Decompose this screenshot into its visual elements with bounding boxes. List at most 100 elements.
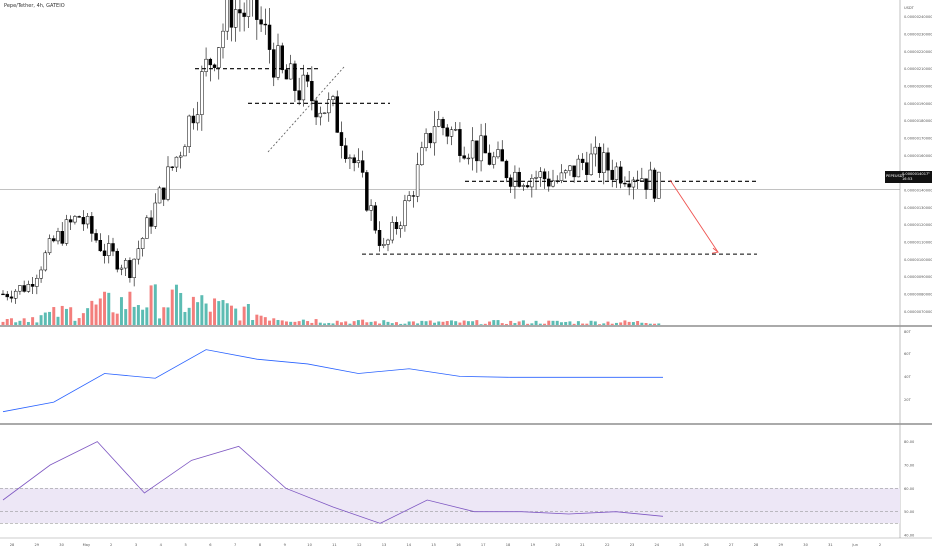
- candle-bull: [521, 185, 526, 187]
- candle-bull: [538, 171, 543, 178]
- candle-bull: [496, 149, 500, 158]
- candle-bear: [487, 152, 492, 165]
- candle-bear: [542, 171, 547, 180]
- candle-bull: [145, 217, 149, 239]
- volume-bar: [466, 321, 470, 325]
- volume-bar: [323, 323, 327, 325]
- time-axis-label: 24: [655, 543, 660, 547]
- volume-bar: [445, 321, 449, 325]
- candle-bear: [525, 185, 530, 188]
- candle-bull: [183, 146, 187, 157]
- volume-bar: [149, 285, 153, 325]
- candle-bull: [390, 222, 394, 241]
- volume-bar: [488, 321, 492, 325]
- candle-bear: [428, 133, 433, 144]
- candle-bull: [348, 157, 352, 159]
- volume-bar: [471, 321, 475, 325]
- candle-bear: [263, 23, 268, 26]
- candle-bull: [73, 216, 77, 223]
- candle-bear: [441, 119, 445, 129]
- volume-bar: [183, 311, 187, 325]
- volume-bar: [399, 323, 403, 325]
- candle-bull: [568, 165, 572, 171]
- volume-bar: [416, 323, 420, 325]
- volume-bar: [458, 322, 462, 325]
- volume-bar: [365, 322, 369, 325]
- candle-bear: [580, 158, 585, 163]
- candle-bear: [508, 177, 513, 187]
- candle-bear: [352, 157, 356, 164]
- volume-bar: [543, 323, 547, 325]
- candle-bear: [644, 178, 648, 190]
- candle-bull: [39, 269, 43, 279]
- candle-bull: [593, 146, 598, 155]
- volume-bar: [60, 305, 64, 325]
- volume-bar: [268, 320, 272, 325]
- volume-bar: [614, 322, 618, 325]
- volume-bar: [242, 306, 246, 325]
- candle-bear: [610, 169, 614, 180]
- volume-bar: [318, 322, 322, 325]
- volume-bar: [657, 323, 661, 325]
- volume-bar: [509, 320, 513, 325]
- time-axis-label: 17: [481, 543, 486, 547]
- volume-bar: [301, 319, 305, 325]
- time-axis-label: 6: [209, 543, 212, 547]
- candlesticks: [1, 0, 661, 304]
- price-axis-label: 0.000001700000: [904, 137, 932, 141]
- volume-bar: [394, 322, 398, 325]
- candle-bull: [195, 114, 200, 124]
- volume-bar: [158, 318, 162, 325]
- price-axis-label: 0.000000900000: [904, 275, 932, 279]
- chart-title: Pepe/Tether, 4h, GATEIO: [4, 3, 65, 9]
- rsi-axis-label: 80.00: [904, 440, 915, 444]
- volume-bar: [272, 318, 276, 325]
- candle-bull: [432, 126, 437, 144]
- candle-bull: [178, 155, 183, 158]
- volume-bar: [534, 320, 538, 325]
- volume-bar: [217, 301, 221, 325]
- volume-bar: [263, 317, 267, 325]
- volume-bar: [251, 319, 255, 325]
- volume-bar: [238, 320, 242, 325]
- volume-bar: [9, 318, 13, 325]
- volume-bar: [433, 322, 437, 325]
- obv-axis-label: 40T: [904, 375, 912, 379]
- volume-bar: [513, 323, 517, 325]
- rsi-axis-label: 60.00: [904, 487, 915, 491]
- price-axis-unit: USDT: [904, 6, 915, 10]
- candle-bull: [631, 179, 636, 188]
- volume-bar: [94, 304, 98, 325]
- volume-bar: [14, 322, 18, 325]
- volume-bar: [627, 321, 631, 325]
- candle-bull: [640, 178, 644, 182]
- candle-bull: [420, 147, 424, 165]
- candle-bear: [242, 12, 246, 17]
- volume-bar: [48, 311, 52, 325]
- candle-bear: [445, 127, 449, 137]
- rsi-axis-label: 40.00: [904, 534, 915, 538]
- price-axis-label: 0.000001600000: [904, 154, 932, 158]
- volume-bar: [103, 291, 107, 325]
- candle-bear: [284, 69, 289, 80]
- candle-bear: [500, 149, 504, 162]
- volume-bar: [593, 321, 597, 325]
- candle-bear: [77, 216, 81, 218]
- volume-bar: [568, 321, 572, 325]
- volume-bar: [517, 321, 521, 325]
- volume-bar: [521, 320, 525, 325]
- candle-bull: [107, 243, 111, 256]
- volume-bar: [56, 316, 60, 325]
- obv-axis-label: 60T: [904, 352, 912, 356]
- volume-bar: [441, 321, 445, 325]
- trendline: [267, 66, 345, 153]
- volume-bar: [576, 321, 580, 325]
- volume-bar: [564, 321, 568, 325]
- volume-bar: [619, 322, 623, 325]
- candle-bear: [504, 160, 509, 179]
- time-axis-label: 11: [332, 543, 337, 547]
- volume-bar: [64, 308, 68, 325]
- candle-bull: [466, 157, 471, 160]
- candle-bear: [191, 115, 196, 124]
